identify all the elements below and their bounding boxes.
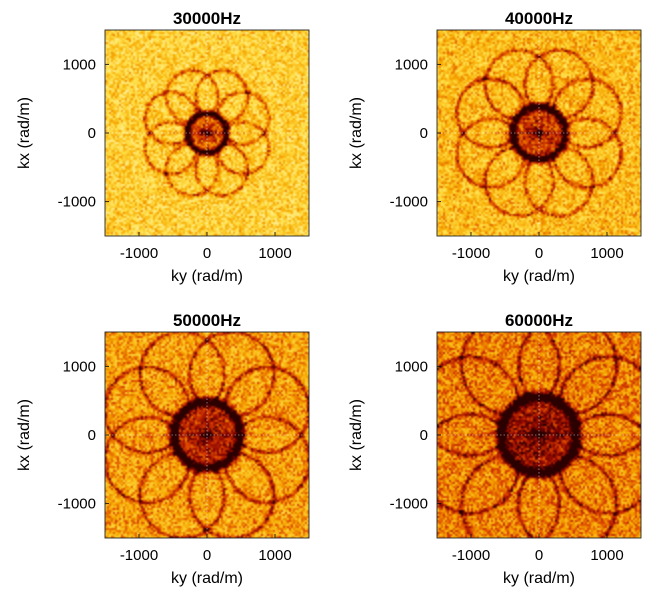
plot-frame — [436, 331, 642, 539]
y-tick-label: 1000 — [63, 56, 96, 73]
heatmap-panel: -1000 0 1000 -1000 0 1000 60000Hz ky (rad/m) kx … — [348, 311, 642, 587]
heatmap-panel: -1000 0 1000 -1000 0 1000 40000Hz ky (rad/m) kx … — [348, 9, 642, 285]
y-axis-label: kx (rad/m) — [348, 97, 365, 169]
x-axis-label: ky (rad/m) — [503, 570, 575, 587]
x-axis-label: ky (rad/m) — [171, 268, 243, 285]
chart-title: 40000Hz — [505, 9, 573, 28]
x-axis-label: ky (rad/m) — [171, 570, 243, 587]
x-tick-label: -1000 — [120, 245, 158, 262]
y-tick-label: 0 — [420, 125, 428, 142]
x-tick-label: 1000 — [590, 547, 623, 564]
y-tick-label: 1000 — [63, 358, 96, 375]
y-tick-label: 1000 — [395, 56, 428, 73]
chart-title: 60000Hz — [505, 311, 573, 330]
x-tick-label: 0 — [535, 245, 543, 262]
x-tick-label: 1000 — [258, 245, 291, 262]
chart-title: 30000Hz — [173, 9, 241, 28]
x-tick-label: -1000 — [452, 547, 490, 564]
x-tick-label: 0 — [203, 547, 211, 564]
y-tick-label: 0 — [420, 427, 428, 444]
x-tick-label: -1000 — [452, 245, 490, 262]
x-axis-label: ky (rad/m) — [503, 268, 575, 285]
heatmap-panel: -1000 0 1000 -1000 0 1000 30000Hz ky (rad/m) kx … — [16, 9, 310, 285]
plot-frame — [104, 331, 310, 539]
x-tick-label: 1000 — [590, 245, 623, 262]
x-tick-label: 0 — [535, 547, 543, 564]
y-tick-label: -1000 — [390, 496, 428, 513]
y-tick-label: 1000 — [395, 358, 428, 375]
y-tick-label: -1000 — [58, 496, 96, 513]
x-tick-label: 0 — [203, 245, 211, 262]
y-tick-label: 0 — [88, 427, 96, 444]
plot-frame — [436, 29, 642, 237]
y-axis-label: kx (rad/m) — [16, 97, 33, 169]
y-axis-label: kx (rad/m) — [16, 399, 33, 471]
chart-title: 50000Hz — [173, 311, 241, 330]
heatmap-panel: -1000 0 1000 -1000 0 1000 50000Hz ky (rad/m) kx … — [16, 311, 310, 587]
y-tick-label: -1000 — [58, 194, 96, 211]
y-tick-label: -1000 — [390, 194, 428, 211]
y-axis-label: kx (rad/m) — [348, 399, 365, 471]
y-tick-label: 0 — [88, 125, 96, 142]
plot-frame — [104, 29, 310, 237]
x-tick-label: -1000 — [120, 547, 158, 564]
x-tick-label: 1000 — [258, 547, 291, 564]
